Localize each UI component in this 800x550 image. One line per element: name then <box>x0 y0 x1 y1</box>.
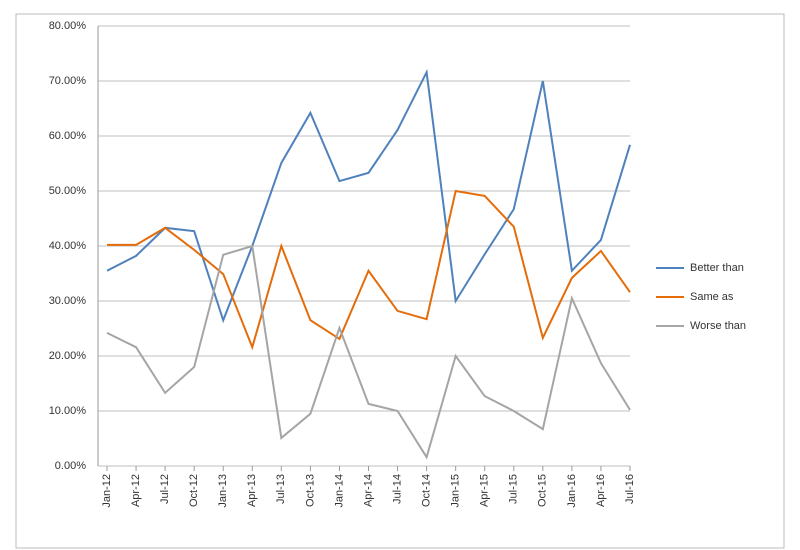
y-tick-label: 10.00% <box>49 405 87 417</box>
x-tick-label: Jul-13 <box>275 474 287 504</box>
chart-frame <box>15 13 785 549</box>
x-tick-label: Jul-12 <box>159 474 171 504</box>
x-tick-label: Oct-12 <box>188 474 200 507</box>
x-tick-label: Jan-13 <box>217 474 229 508</box>
y-tick-label: 50.00% <box>49 185 87 197</box>
series-line <box>106 244 631 460</box>
x-tick-label: Apr-16 <box>595 474 607 507</box>
series-line <box>107 189 631 351</box>
x-tick-label: Apr-13 <box>246 474 258 507</box>
series-line <box>106 68 631 324</box>
x-tick-label: Oct-13 <box>304 474 316 507</box>
x-tick-label: Oct-14 <box>421 474 433 507</box>
y-tick-label: 70.00% <box>49 75 87 87</box>
x-tick-label: Jan-15 <box>450 474 462 508</box>
y-tick-label: 20.00% <box>49 350 87 362</box>
y-tick-label: 0.00% <box>55 460 86 472</box>
x-tick-label: Jan-14 <box>333 474 345 508</box>
legend-label: Same as <box>690 291 734 303</box>
x-tick-label: Jan-16 <box>566 474 578 508</box>
y-tick-label: 80.00% <box>49 20 87 32</box>
x-tick-label: Jul-15 <box>508 474 520 504</box>
y-tick-label: 60.00% <box>49 130 87 142</box>
x-tick-label: Oct-15 <box>537 474 549 507</box>
legend-label: Worse than <box>690 320 746 332</box>
x-tick-label: Jul-16 <box>624 474 636 504</box>
legend-label: Better than <box>690 262 744 274</box>
x-tick-label: Apr-14 <box>362 474 374 507</box>
y-tick-label: 30.00% <box>49 295 87 307</box>
x-tick-label: Apr-12 <box>130 474 142 507</box>
x-tick-label: Jul-14 <box>391 474 403 504</box>
x-tick-label: Apr-15 <box>479 474 491 507</box>
x-tick-label: Jan-12 <box>101 474 113 508</box>
y-tick-label: 40.00% <box>49 240 87 252</box>
